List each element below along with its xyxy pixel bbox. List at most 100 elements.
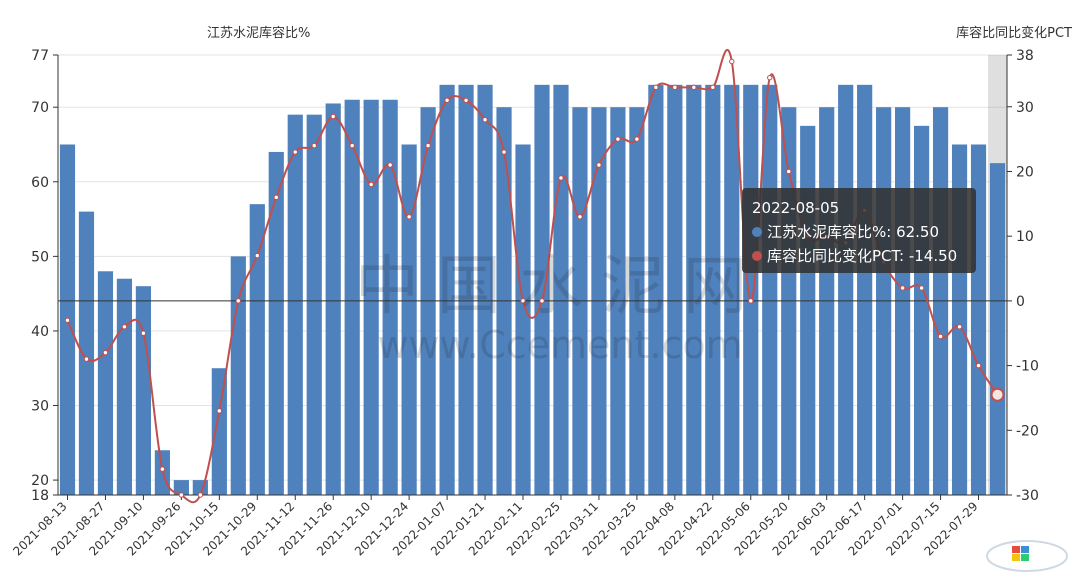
site-logo-icon [986,540,1068,572]
left-tick-label: 60 [31,175,49,191]
bar [648,84,664,495]
bar [173,480,189,495]
right-tick-label: 38 [1016,48,1034,64]
line-point [349,142,355,149]
line-point [273,194,279,201]
line-point [444,97,450,103]
tooltip-date: 2022-08-05 [752,199,840,217]
bar [439,84,455,495]
line-point [235,298,242,304]
line-point [729,58,735,65]
right-axis-title: 库容比同比变化PCT [956,26,1072,41]
bar [913,125,930,495]
line-point [918,285,925,291]
bar [800,125,816,495]
left-tick-label: 20 [31,473,49,489]
line-point [767,74,773,81]
bar [743,84,759,495]
tooltip-line-value: 库容比同比变化PCT: -14.50 [767,247,958,265]
line-point [634,136,640,142]
tooltip-row-line: 库容比同比变化PCT: -14.50 [752,244,966,268]
highlighted-point [990,387,1005,402]
line-point [653,84,659,91]
line-point [520,298,526,304]
line-point [292,149,298,155]
line-point [311,142,317,149]
bar [268,151,284,495]
line-point [748,298,754,304]
tooltip-bar-value: 江苏水泥库容比%: 62.50 [767,223,940,241]
left-tick-label: 70 [31,100,49,116]
bar [667,84,683,495]
line-point [330,113,336,120]
line-point [956,324,963,330]
right-tick-label: 20 [1016,164,1034,180]
right-tick-label: 10 [1016,229,1034,245]
line-point [615,136,621,142]
bar [211,368,227,495]
line-point [937,333,944,340]
line-point [558,175,564,181]
bar [458,84,474,495]
line-point [254,252,260,259]
right-tick-label: -10 [1016,359,1039,375]
bar [553,84,569,495]
bar [705,84,721,495]
tooltip-row-bar: 江苏水泥库容比%: 62.50 [752,220,966,244]
bar-series-dot-icon [752,227,762,237]
bar [857,84,873,495]
line-point [975,362,982,369]
bar [762,84,778,495]
bar [363,99,379,496]
line-series-dot-icon [752,251,762,261]
left-tick-label: 40 [31,324,49,340]
line-point [64,317,71,323]
bar [534,84,550,495]
line-point [482,117,488,123]
line-point [159,466,166,472]
line-point [387,162,393,168]
line-point [121,324,128,330]
left-tick-label: 50 [31,249,49,265]
bar [382,99,398,496]
line-point [216,408,223,414]
bar [838,84,854,495]
bar [325,103,341,495]
bar [724,84,740,495]
line-point [463,97,469,103]
bar [686,84,702,495]
line-point [691,84,697,91]
bar [344,99,360,496]
line-point [102,349,109,356]
bar [230,256,246,495]
right-tick-label: 0 [1016,294,1025,310]
bar [78,211,95,495]
bar [135,286,152,495]
bar [287,114,303,496]
bar [116,278,133,495]
left-axis-title: 江苏水泥库容比% [207,26,311,41]
bar [249,204,265,496]
line-point [501,149,507,155]
bar [515,144,531,496]
line-point [539,298,545,304]
left-tick-label: 18 [31,488,49,504]
line-point [178,492,185,498]
right-tick-label: -20 [1016,423,1039,439]
right-tick-label: -30 [1016,488,1039,504]
bar [306,114,322,496]
bar [989,163,1006,495]
line-point [425,142,431,149]
line-point [899,285,906,291]
line-point [710,84,716,91]
chart-tooltip: 2022-08-05 江苏水泥库容比%: 62.50 库容比同比变化PCT: -… [742,188,976,273]
bar [97,271,114,495]
line-point [406,214,412,220]
line-point [786,168,792,175]
right-tick-label: 30 [1016,100,1034,116]
line-point [140,330,147,336]
bar [401,144,417,496]
line-point [83,356,90,362]
line-point [577,214,583,220]
